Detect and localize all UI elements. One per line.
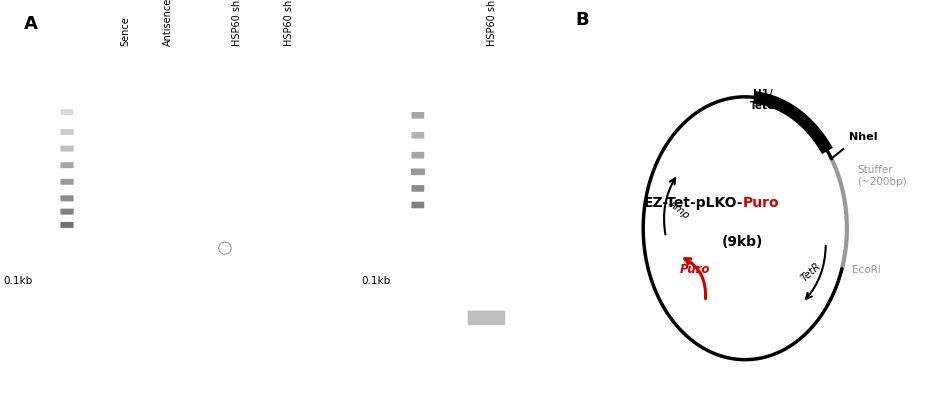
Text: Puro: Puro: [680, 263, 710, 276]
FancyBboxPatch shape: [100, 327, 141, 338]
Text: Sence: Sence: [121, 16, 130, 46]
Text: EcoRI: EcoRI: [852, 265, 880, 275]
Text: H1/
TetO: H1/ TetO: [749, 89, 777, 111]
Text: Antisence: Antisence: [162, 0, 173, 46]
FancyBboxPatch shape: [60, 195, 73, 201]
Text: 0.1kb: 0.1kb: [361, 276, 391, 286]
FancyBboxPatch shape: [60, 109, 73, 115]
Ellipse shape: [136, 159, 182, 218]
FancyBboxPatch shape: [143, 327, 183, 338]
FancyBboxPatch shape: [60, 129, 73, 135]
FancyBboxPatch shape: [412, 112, 424, 119]
Text: NheI: NheI: [849, 132, 877, 142]
FancyBboxPatch shape: [212, 276, 252, 287]
FancyBboxPatch shape: [412, 132, 424, 139]
Text: HSP60 shRNA(3): HSP60 shRNA(3): [487, 0, 496, 46]
Text: HSP60 shRNA(1): HSP60 shRNA(1): [232, 0, 242, 46]
Text: ss: ss: [156, 348, 169, 358]
FancyBboxPatch shape: [60, 179, 73, 185]
Text: EZ-Tet-pLKO-: EZ-Tet-pLKO-: [643, 196, 743, 210]
FancyBboxPatch shape: [412, 202, 424, 208]
Text: ds: ds: [479, 338, 493, 348]
FancyBboxPatch shape: [411, 168, 425, 175]
FancyBboxPatch shape: [60, 162, 73, 168]
Text: 0.1kb: 0.1kb: [3, 276, 32, 286]
Ellipse shape: [98, 114, 219, 263]
FancyBboxPatch shape: [412, 185, 424, 192]
FancyBboxPatch shape: [264, 276, 304, 287]
Text: Stuffer
(~200bp): Stuffer (~200bp): [857, 165, 907, 187]
FancyBboxPatch shape: [412, 152, 424, 159]
Text: A: A: [23, 15, 38, 33]
FancyBboxPatch shape: [468, 310, 506, 325]
Ellipse shape: [121, 139, 197, 238]
FancyBboxPatch shape: [60, 222, 73, 228]
Text: ds: ds: [277, 296, 291, 306]
Text: Amp: Amp: [666, 198, 691, 220]
Text: Puro: Puro: [743, 196, 779, 210]
FancyBboxPatch shape: [60, 146, 73, 151]
FancyBboxPatch shape: [60, 209, 73, 215]
Text: ds: ds: [224, 296, 239, 306]
Text: (9kb): (9kb): [722, 235, 764, 249]
Text: ss: ss: [114, 348, 128, 358]
Text: HSP60 shRNA(2): HSP60 shRNA(2): [284, 0, 294, 46]
Text: B: B: [576, 11, 589, 29]
Text: TetR: TetR: [799, 261, 824, 283]
